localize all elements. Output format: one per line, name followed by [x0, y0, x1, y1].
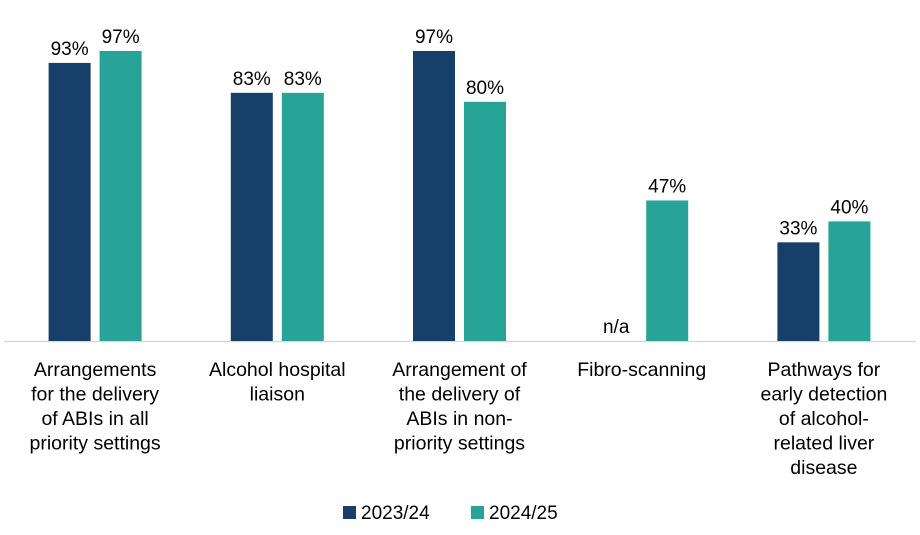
- category-label-line: of alcohol-: [779, 408, 869, 430]
- category-label-line: disease: [790, 457, 857, 479]
- category-label: Arrangements for the delivery of ABIs in a…: [30, 359, 161, 455]
- bar-2024-25: [281, 92, 324, 341]
- bar-2023-24: [230, 92, 273, 341]
- data-label: 83%: [284, 69, 322, 90]
- data-label: 97%: [415, 27, 453, 48]
- data-label: 33%: [779, 218, 817, 239]
- bar-2023-24: [777, 242, 820, 341]
- category-label: Alcohol hospital liaison: [209, 359, 346, 406]
- data-label: 80%: [466, 78, 504, 99]
- category-label-line: the delivery of: [399, 384, 521, 406]
- bar-2024-25: [99, 50, 142, 341]
- bar-2023-24: [48, 62, 91, 342]
- category-label: Pathways for early detection of alcohol-re…: [760, 359, 887, 479]
- data-label: 83%: [233, 69, 271, 90]
- category-label-line: of ABIs in all: [41, 408, 148, 430]
- data-label: n/a: [603, 317, 630, 338]
- category-label-line: early detection: [760, 384, 887, 406]
- data-label: 93%: [51, 39, 89, 60]
- category-label-line: Arrangements: [34, 359, 157, 381]
- bar-2024-25: [464, 101, 506, 341]
- category-label-line: Pathways for: [768, 359, 881, 381]
- legend-swatch: [343, 506, 356, 519]
- category-label-line: priority settings: [30, 433, 161, 455]
- bar-2024-25: [828, 221, 871, 341]
- category-label: Arrangement of the delivery of ABIs in non…: [392, 359, 527, 455]
- data-label: 40%: [830, 197, 868, 218]
- data-label: 47%: [648, 176, 686, 197]
- category-label-line: related liver: [774, 433, 875, 455]
- category-label-line: for the delivery: [31, 384, 159, 406]
- data-label: 97%: [102, 27, 140, 48]
- category-label-line: Fibro-scanning: [577, 359, 706, 381]
- legend-swatch: [471, 506, 484, 519]
- bar-2024-25: [646, 200, 689, 341]
- category-label-line: ABIs in non-: [406, 408, 512, 430]
- legend-label: 2024/25: [489, 503, 558, 524]
- bar-2023-24: [413, 50, 455, 341]
- category-label-line: Arrangement of: [392, 359, 527, 381]
- category-label-line: priority settings: [394, 433, 525, 455]
- legend-label: 2023/24: [361, 503, 430, 524]
- category-label: Fibro-scanning: [577, 359, 706, 381]
- category-label-line: Alcohol hospital: [209, 359, 346, 381]
- category-label-line: liaison: [250, 384, 305, 406]
